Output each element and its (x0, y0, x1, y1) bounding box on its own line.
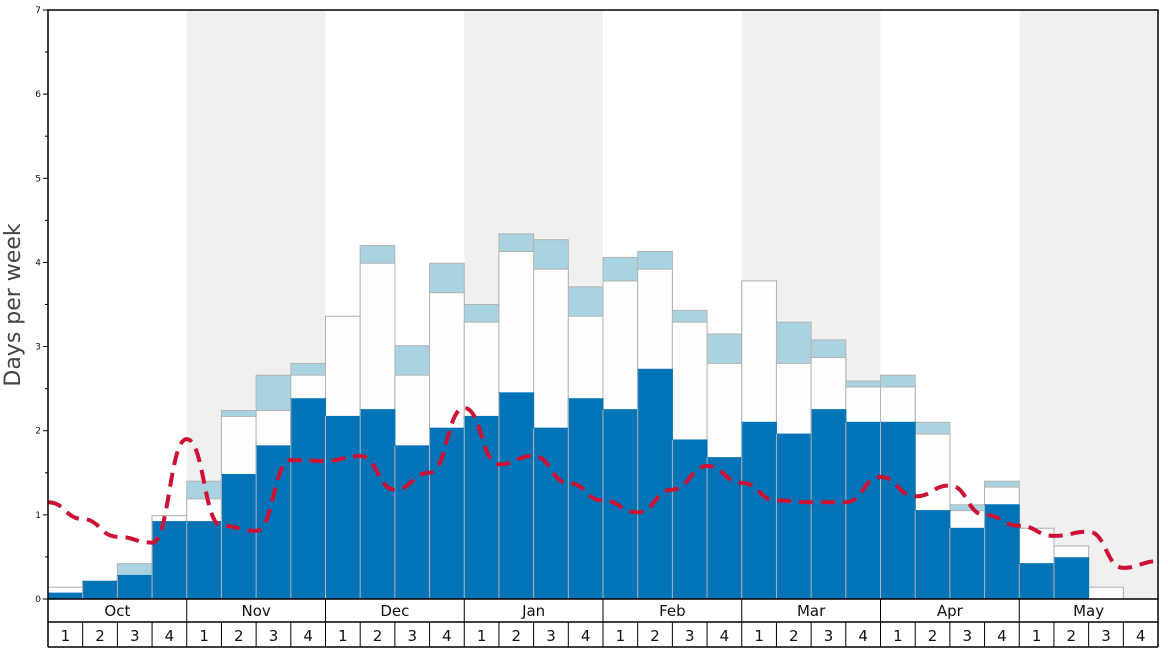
week-label: 2 (928, 627, 938, 645)
dark-bar-19 (671, 439, 708, 600)
dark-bar-20 (706, 457, 743, 600)
dark-bar-2 (82, 580, 118, 600)
dark-bar-8 (290, 398, 326, 600)
month-label-mar: Mar (797, 602, 826, 620)
week-label: 4 (720, 627, 730, 645)
week-label: 2 (512, 627, 522, 645)
dark-bar-7 (255, 445, 292, 600)
week-label: 4 (581, 627, 591, 645)
month-label-oct: Oct (104, 602, 130, 620)
month-label-feb: Feb (659, 602, 686, 620)
y-tick-label: 0 (35, 595, 41, 605)
week-label: 1 (199, 627, 209, 645)
dark-bar-18 (637, 368, 673, 600)
week-label: 3 (269, 627, 279, 645)
dark-bar-23 (810, 409, 847, 600)
dark-bar-26 (914, 510, 951, 600)
week-label: 2 (1067, 627, 1077, 645)
week-label: 4 (303, 627, 313, 645)
y-tick-label: 4 (35, 258, 41, 268)
week-label: 1 (893, 627, 903, 645)
week-label: 3 (824, 627, 834, 645)
week-label: 3 (407, 627, 417, 645)
week-label: 1 (338, 627, 348, 645)
dark-bar-22 (775, 433, 812, 600)
dark-bar-4 (151, 521, 188, 600)
y-axis-label: Days per week (1, 223, 26, 386)
week-label: 4 (165, 627, 175, 645)
dark-bar-12 (429, 427, 465, 600)
y-tick-label: 1 (35, 511, 41, 521)
week-label: 3 (1101, 627, 1111, 645)
mid-bar-31 (1088, 586, 1124, 600)
y-tick-label: 6 (35, 90, 41, 100)
week-label: 2 (95, 627, 105, 645)
week-label: 4 (1136, 627, 1146, 645)
week-label: 1 (754, 627, 764, 645)
week-label: 1 (616, 627, 626, 645)
month-label-apr: Apr (937, 602, 964, 620)
week-label: 3 (685, 627, 695, 645)
dark-bar-6 (220, 473, 257, 600)
week-label: 3 (962, 627, 972, 645)
dashed-series-line (47, 405, 1159, 570)
week-label: 3 (546, 627, 556, 645)
week-label: 1 (477, 627, 487, 645)
y-tick-label: 2 (35, 427, 41, 437)
dark-bar-30 (1053, 557, 1090, 600)
bars (47, 233, 1124, 600)
dark-bar-14 (498, 392, 535, 600)
dark-bar-9 (325, 415, 361, 600)
week-label: 2 (373, 627, 383, 645)
week-label: 4 (997, 627, 1007, 645)
dark-bar-21 (741, 421, 777, 600)
shade-may (1019, 10, 1158, 599)
week-label: 3 (130, 627, 140, 645)
y-tick-label: 3 (35, 343, 41, 353)
week-label: 1 (1032, 627, 1042, 645)
dark-bar-24 (845, 421, 881, 600)
week-label: 1 (61, 627, 71, 645)
dark-bar-3 (116, 574, 153, 600)
month-label-dec: Dec (380, 602, 409, 620)
dark-bar-15 (533, 427, 569, 600)
dark-bar-1 (47, 592, 84, 600)
dark-bar-10 (359, 409, 396, 600)
dark-bar-27 (949, 527, 986, 600)
month-label-jan: Jan (521, 602, 545, 620)
dark-bar-25 (880, 421, 916, 600)
dark-bar-5 (186, 521, 222, 600)
y-tick-label: 5 (35, 174, 41, 184)
dark-bar-29 (1018, 563, 1055, 600)
month-label-may: May (1073, 602, 1104, 620)
week-label: 2 (234, 627, 244, 645)
dark-bar-13 (463, 415, 500, 600)
dashed-line-layer (47, 405, 1159, 570)
month-label-nov: Nov (241, 602, 270, 620)
week-label: 2 (789, 627, 799, 645)
week-label: 4 (858, 627, 868, 645)
axes: 0 1 2 3 4 5 6 7 Oct 1 2 3 4 Nov 1 2 3 4 Dec 1 2 3 4 Jan 1 2 3 4 Feb 1… (35, 6, 1159, 648)
y-tick-label: 7 (35, 6, 41, 16)
dark-bar-11 (394, 445, 431, 600)
week-label: 2 (650, 627, 660, 645)
week-label: 4 (442, 627, 452, 645)
